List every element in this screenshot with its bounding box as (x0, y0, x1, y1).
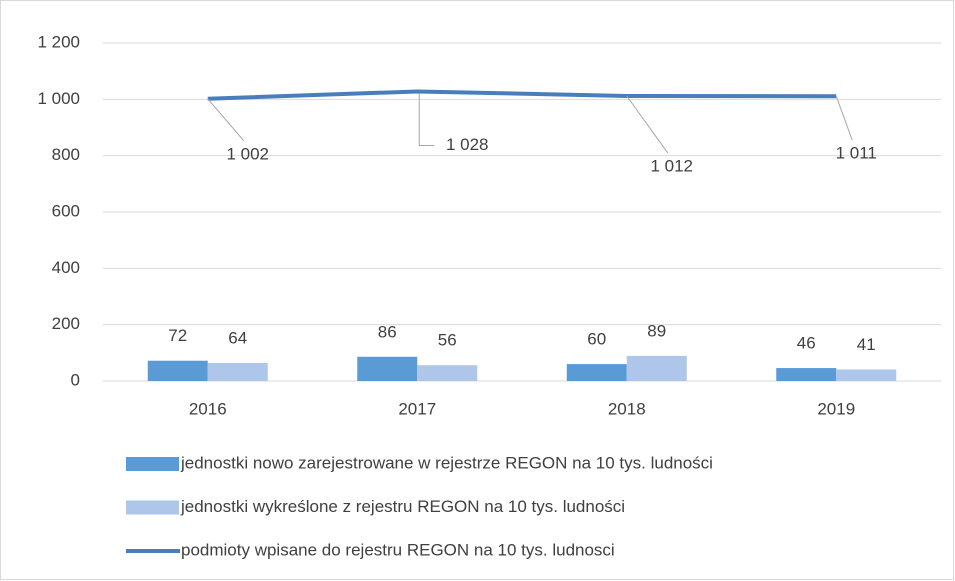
leader-line (418, 93, 435, 146)
y-tick-label: 1 000 (37, 89, 80, 108)
y-tick-label: 800 (52, 145, 80, 164)
data-label: 41 (857, 335, 876, 354)
x-tick-label: 2017 (398, 399, 436, 418)
y-tick-label: 0 (71, 370, 80, 389)
line (207, 89, 837, 101)
data-label: 89 (647, 321, 666, 340)
data-label: 1 012 (650, 156, 693, 175)
legend-swatch (126, 457, 179, 471)
y-tick-label: 200 (52, 314, 80, 333)
x-tick-label: 2016 (189, 399, 227, 418)
leader-line (835, 96, 853, 141)
x-tick-label: 2019 (817, 399, 855, 418)
bar (776, 368, 837, 381)
y-tick-label: 1 200 (37, 32, 80, 51)
bar (357, 356, 418, 381)
y-tick-label: 600 (52, 201, 80, 220)
leader-line (626, 95, 669, 154)
bar (207, 362, 268, 381)
bar (626, 355, 687, 381)
data-label: 64 (228, 328, 247, 347)
legend-label: jednostki wykreślone z rejestru REGON na… (180, 497, 625, 516)
data-label: 46 (797, 334, 816, 353)
bar (417, 365, 478, 381)
data-label: 56 (438, 331, 457, 350)
bar (836, 369, 897, 381)
data-label: 60 (587, 330, 606, 349)
bar (566, 364, 627, 381)
bar (147, 360, 208, 381)
legend-label: jednostki nowo zarejestrowane w rejestrz… (180, 453, 713, 472)
y-tick-label: 400 (52, 258, 80, 277)
data-label: 72 (168, 326, 187, 345)
x-tick-label: 2018 (608, 399, 646, 418)
data-label: 1 011 (836, 144, 877, 163)
leader-line (207, 98, 245, 142)
legend-label: podmioty wpisane do rejestru REGON na 10… (181, 540, 615, 559)
data-label: 86 (378, 322, 397, 341)
data-label: 1 002 (226, 144, 269, 163)
legend-swatch (126, 500, 179, 515)
data-label: 1 028 (446, 135, 489, 154)
